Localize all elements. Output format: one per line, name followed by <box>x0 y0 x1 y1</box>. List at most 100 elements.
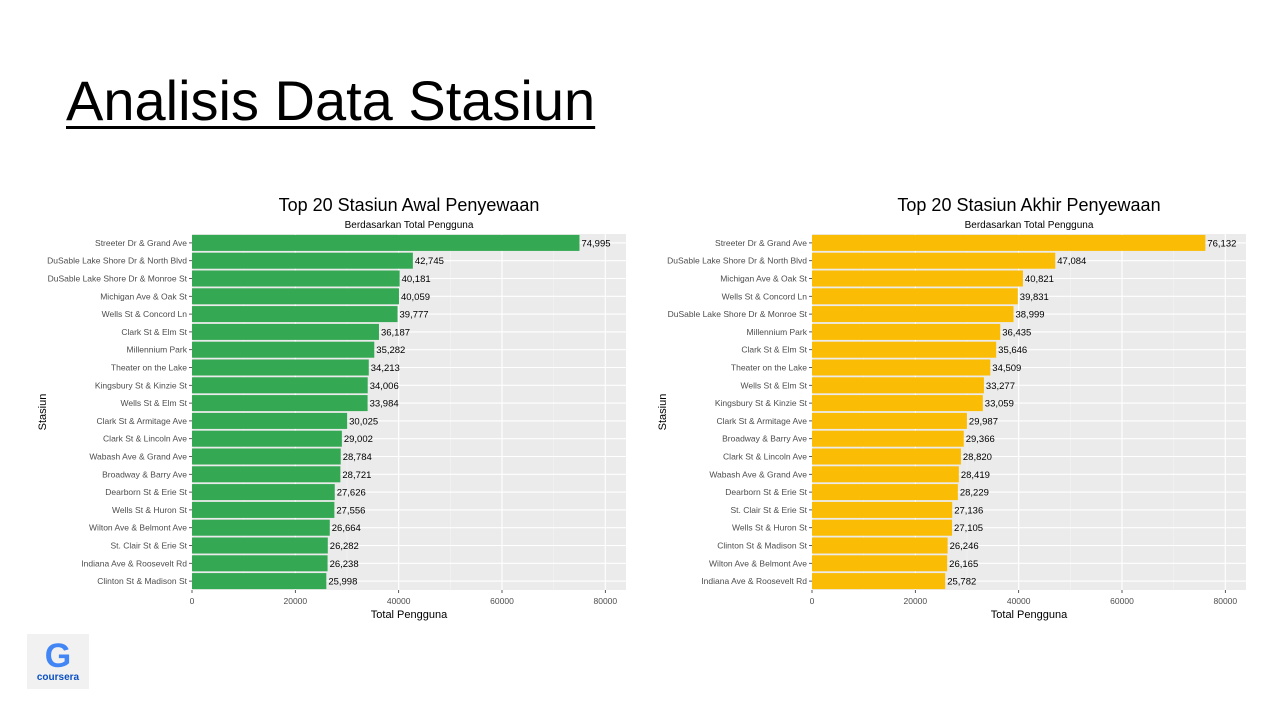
value-label: 28,820 <box>963 452 992 463</box>
value-label: 36,187 <box>381 327 410 338</box>
bar <box>812 306 1014 323</box>
bar <box>812 395 983 412</box>
bar <box>812 234 1206 251</box>
plot-panel <box>192 234 626 590</box>
bar <box>812 501 953 518</box>
category-label: Clark St & Elm St <box>741 345 807 355</box>
bar <box>192 537 328 554</box>
bar <box>812 341 997 358</box>
value-label: 33,984 <box>370 399 399 410</box>
y-axis-title: Stasiun <box>657 394 669 431</box>
bar <box>192 377 368 394</box>
x-tick-label: 40000 <box>387 596 411 606</box>
bar <box>192 234 580 251</box>
value-label: 47,084 <box>1057 256 1086 267</box>
value-label: 26,282 <box>330 541 359 552</box>
value-label: 29,987 <box>969 416 998 427</box>
bar <box>812 448 961 465</box>
bar <box>812 377 984 394</box>
category-label: Millennium Park <box>747 327 808 337</box>
category-label: Wells St & Elm St <box>741 380 808 390</box>
category-label: DuSable Lake Shore Dr & North Blvd <box>667 256 807 266</box>
value-label: 29,366 <box>966 434 995 445</box>
value-label: 28,784 <box>343 452 372 463</box>
bar <box>812 537 948 554</box>
bar <box>812 412 967 429</box>
slide-title: Analisis Data Stasiun <box>66 69 596 132</box>
value-label: 26,238 <box>330 559 359 570</box>
bar <box>812 288 1018 305</box>
category-label: DuSable Lake Shore Dr & Monroe St <box>48 274 188 284</box>
y-axis-title: Stasiun <box>37 394 49 431</box>
bar <box>192 484 335 501</box>
category-label: Theater on the Lake <box>111 363 187 373</box>
logo-text: coursera <box>36 672 80 683</box>
bar <box>192 306 398 323</box>
category-label: Clark St & Lincoln Ave <box>723 452 807 462</box>
x-tick-label: 80000 <box>594 596 618 606</box>
category-label: Kingsbury St & Kinzie St <box>95 380 188 390</box>
bar <box>192 395 368 412</box>
x-tick-label: 40000 <box>1007 596 1031 606</box>
bar <box>812 270 1023 287</box>
bar <box>192 412 348 429</box>
category-label: Wells St & Concord Ln <box>102 309 188 319</box>
category-label: Michigan Ave & Oak St <box>720 274 807 284</box>
category-label: Streeter Dr & Grand Ave <box>95 238 187 248</box>
x-tick-label: 0 <box>810 596 815 606</box>
plot-panel <box>812 234 1246 590</box>
value-label: 42,745 <box>415 256 444 267</box>
bar <box>812 323 1001 340</box>
bar <box>812 573 946 590</box>
category-label: Wabash Ave & Grand Ave <box>709 469 807 479</box>
category-label: Michigan Ave & Oak St <box>100 291 187 301</box>
category-label: Clark St & Lincoln Ave <box>103 434 187 444</box>
value-label: 74,995 <box>581 238 610 249</box>
category-label: Broadway & Barry Ave <box>722 434 807 444</box>
value-label: 40,059 <box>401 292 430 303</box>
value-label: 38,999 <box>1015 310 1044 321</box>
bar <box>192 555 328 572</box>
chart-end-stations: 76,132 Streeter Dr & Grand Ave 47,084 DuSab… <box>657 195 1246 621</box>
category-label: Wabash Ave & Grand Ave <box>89 452 187 462</box>
category-label: Streeter Dr & Grand Ave <box>715 238 807 248</box>
value-label: 26,664 <box>332 523 361 534</box>
value-label: 27,556 <box>336 505 365 516</box>
value-label: 39,831 <box>1020 292 1049 303</box>
x-tick-label: 20000 <box>904 596 928 606</box>
category-label: Wilton Ave & Belmont Ave <box>89 523 187 533</box>
value-label: 33,277 <box>986 381 1015 392</box>
category-label: Millennium Park <box>127 345 188 355</box>
x-tick-label: 20000 <box>284 596 308 606</box>
bar <box>192 466 341 483</box>
category-label: DuSable Lake Shore Dr & Monroe St <box>668 309 808 319</box>
bar <box>192 270 400 287</box>
bar <box>812 466 959 483</box>
category-label: Broadway & Barry Ave <box>102 469 187 479</box>
category-label: Wells St & Huron St <box>112 505 188 515</box>
value-label: 34,006 <box>370 381 399 392</box>
category-label: Clark St & Elm St <box>121 327 187 337</box>
category-label: Kingsbury St & Kinzie St <box>715 398 808 408</box>
value-label: 33,059 <box>985 399 1014 410</box>
bar <box>812 519 953 536</box>
category-label: Indiana Ave & Roosevelt Rd <box>81 558 187 568</box>
category-label: Clark St & Armitage Ave <box>96 416 187 426</box>
value-label: 28,419 <box>961 470 990 481</box>
category-label: St. Clair St & Erie St <box>110 541 187 551</box>
bar <box>812 252 1056 269</box>
chart-start-stations: 74,995 Streeter Dr & Grand Ave 42,745 DuSab… <box>37 195 626 621</box>
chart-title: Top 20 Stasiun Awal Penyewaan <box>279 195 540 215</box>
category-label: Clinton St & Madison St <box>717 541 807 551</box>
x-tick-label: 60000 <box>490 596 514 606</box>
bar <box>192 430 342 447</box>
category-label: Wells St & Huron St <box>732 523 808 533</box>
value-label: 26,165 <box>949 559 978 570</box>
value-label: 28,721 <box>342 470 371 481</box>
google-g-icon: G <box>44 637 72 675</box>
bar <box>812 484 958 501</box>
bar <box>192 288 399 305</box>
value-label: 35,646 <box>998 345 1027 356</box>
x-tick-label: 60000 <box>1110 596 1134 606</box>
category-label: Clark St & Armitage Ave <box>716 416 807 426</box>
